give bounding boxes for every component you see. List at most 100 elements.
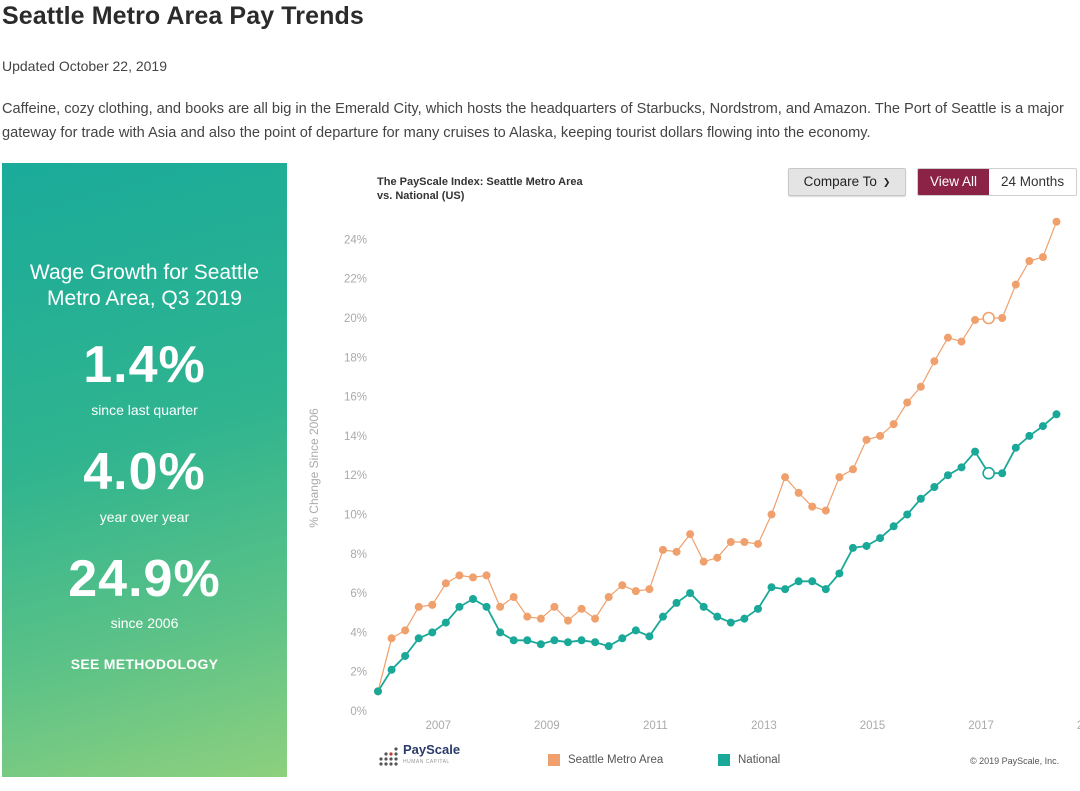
data-point-national[interactable]	[374, 687, 382, 696]
data-point-national[interactable]	[441, 618, 450, 627]
see-methodology-link[interactable]: SEE METHODOLOGY	[70, 656, 219, 672]
data-point-seattle[interactable]	[401, 626, 410, 635]
data-point-national[interactable]	[577, 636, 586, 645]
data-point-national[interactable]	[1011, 443, 1020, 452]
data-point-seattle[interactable]	[821, 506, 830, 515]
data-point-seattle[interactable]	[523, 612, 532, 621]
data-point-seattle[interactable]	[658, 545, 667, 554]
data-point-seattle[interactable]	[767, 510, 776, 519]
data-point-national[interactable]	[767, 583, 776, 592]
data-point-seattle[interactable]	[1052, 217, 1061, 226]
data-point-seattle[interactable]	[930, 357, 939, 366]
data-point-national[interactable]	[563, 638, 572, 647]
data-point-seattle[interactable]	[1025, 257, 1034, 266]
data-point-national[interactable]	[509, 636, 518, 645]
data-point-seattle[interactable]	[726, 538, 735, 547]
data-point-national[interactable]	[550, 636, 559, 645]
data-point-seattle[interactable]	[428, 600, 437, 609]
data-point-seattle[interactable]	[848, 465, 857, 474]
data-point-national[interactable]	[536, 640, 545, 649]
data-point-seattle[interactable]	[618, 581, 627, 590]
data-point-national[interactable]	[957, 463, 966, 472]
data-point-seattle[interactable]	[876, 431, 885, 440]
data-point-seattle[interactable]	[781, 473, 790, 482]
data-point-national[interactable]	[496, 628, 505, 637]
data-point-seattle[interactable]	[753, 539, 762, 548]
data-point-seattle[interactable]	[496, 602, 505, 611]
data-point-seattle[interactable]	[591, 614, 600, 623]
data-point-seattle[interactable]	[943, 333, 952, 342]
data-point-national[interactable]	[971, 447, 980, 456]
data-point-national[interactable]	[699, 602, 708, 611]
legend-seattle[interactable]: Seattle Metro Area	[548, 754, 663, 766]
24-months-button[interactable]: 24 Months	[989, 169, 1077, 195]
data-point-seattle[interactable]	[903, 398, 912, 407]
data-point-seattle[interactable]	[482, 571, 491, 580]
data-point-national[interactable]	[672, 598, 681, 607]
data-point-national[interactable]	[658, 612, 667, 621]
data-point-national[interactable]	[455, 602, 464, 611]
data-point-national[interactable]	[1052, 410, 1061, 419]
data-point-national[interactable]	[808, 577, 817, 586]
highlight-point[interactable]	[982, 466, 995, 480]
data-point-national[interactable]	[998, 469, 1007, 478]
data-point-seattle[interactable]	[971, 315, 980, 324]
compare-to-dropdown[interactable]: Compare To ❯	[788, 168, 906, 196]
data-point-seattle[interactable]	[536, 614, 545, 623]
data-point-seattle[interactable]	[455, 571, 464, 580]
data-point-seattle[interactable]	[563, 616, 572, 625]
data-point-national[interactable]	[753, 604, 762, 613]
data-point-national[interactable]	[591, 638, 600, 647]
data-point-national[interactable]	[889, 522, 898, 531]
data-point-seattle[interactable]	[808, 502, 817, 511]
data-point-national[interactable]	[523, 636, 532, 645]
data-point-seattle[interactable]	[387, 634, 396, 643]
data-point-national[interactable]	[618, 634, 627, 643]
data-point-seattle[interactable]	[550, 602, 559, 611]
data-point-seattle[interactable]	[794, 488, 803, 497]
data-point-national[interactable]	[631, 626, 640, 635]
data-point-national[interactable]	[482, 602, 491, 611]
data-point-national[interactable]	[1038, 422, 1047, 431]
data-point-national[interactable]	[468, 594, 477, 603]
legend-national[interactable]: National	[718, 754, 780, 766]
data-point-national[interactable]	[428, 628, 437, 637]
data-point-seattle[interactable]	[631, 587, 640, 596]
data-point-national[interactable]	[848, 543, 857, 552]
data-point-national[interactable]	[686, 589, 695, 598]
data-point-national[interactable]	[821, 585, 830, 594]
data-point-national[interactable]	[916, 494, 925, 503]
data-point-national[interactable]	[387, 665, 396, 674]
data-point-seattle[interactable]	[645, 585, 654, 594]
data-point-national[interactable]	[726, 618, 735, 627]
data-point-seattle[interactable]	[835, 473, 844, 482]
data-point-seattle[interactable]	[740, 538, 749, 547]
data-point-national[interactable]	[713, 612, 722, 621]
data-point-national[interactable]	[930, 482, 939, 491]
data-point-seattle[interactable]	[604, 593, 613, 602]
data-point-seattle[interactable]	[713, 553, 722, 562]
data-point-seattle[interactable]	[1038, 253, 1047, 262]
data-point-seattle[interactable]	[441, 579, 450, 588]
data-point-national[interactable]	[835, 569, 844, 578]
data-point-seattle[interactable]	[862, 435, 871, 444]
data-point-seattle[interactable]	[414, 602, 423, 611]
data-point-national[interactable]	[414, 634, 423, 643]
highlight-point[interactable]	[982, 311, 995, 325]
data-point-seattle[interactable]	[957, 337, 966, 346]
data-point-national[interactable]	[903, 510, 912, 519]
data-point-seattle[interactable]	[1011, 280, 1020, 289]
data-point-national[interactable]	[943, 471, 952, 480]
data-point-national[interactable]	[781, 585, 790, 594]
data-point-seattle[interactable]	[998, 314, 1007, 322]
data-point-national[interactable]	[794, 577, 803, 586]
data-point-national[interactable]	[1025, 431, 1034, 440]
data-point-seattle[interactable]	[468, 573, 477, 582]
data-point-national[interactable]	[645, 632, 654, 641]
data-point-national[interactable]	[604, 642, 613, 651]
data-point-national[interactable]	[862, 541, 871, 550]
data-point-seattle[interactable]	[686, 530, 695, 539]
data-point-seattle[interactable]	[577, 604, 586, 613]
data-point-seattle[interactable]	[509, 593, 518, 602]
data-point-seattle[interactable]	[889, 420, 898, 429]
